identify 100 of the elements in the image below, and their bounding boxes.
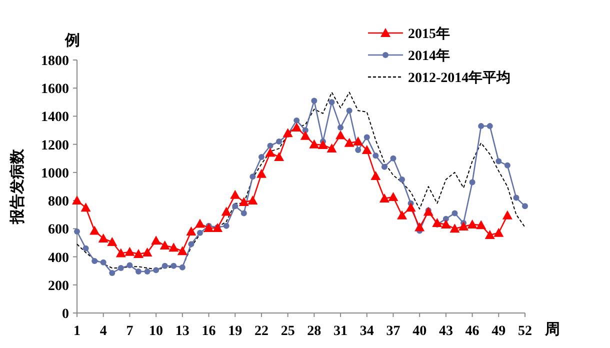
point [353, 136, 364, 146]
point [250, 174, 256, 180]
point [274, 152, 284, 161]
x-tick-label: 22 [254, 324, 268, 339]
point [142, 248, 152, 257]
point [107, 237, 118, 246]
point [162, 262, 168, 269]
point [116, 248, 126, 258]
point [258, 154, 264, 160]
point [450, 224, 460, 233]
x-tick-label: 19 [228, 324, 242, 339]
x-tick-label: 46 [465, 324, 480, 339]
text: 例 [64, 32, 80, 49]
point [300, 130, 310, 140]
point [362, 144, 372, 154]
x-tick-label: 10 [149, 324, 164, 339]
point [496, 158, 502, 164]
point [100, 259, 106, 266]
point [388, 192, 398, 202]
point [372, 152, 379, 159]
y-tick-label: 200 [48, 278, 69, 294]
point [248, 196, 258, 205]
y-tick-label: 1600 [41, 82, 69, 98]
point [486, 123, 493, 130]
point [328, 99, 335, 106]
point [170, 262, 177, 269]
point [292, 122, 302, 132]
point [153, 267, 160, 274]
x-tick-label: 31 [334, 324, 348, 339]
point [311, 98, 318, 104]
point [92, 258, 98, 264]
point [109, 270, 116, 276]
point [265, 148, 276, 157]
x-tick-label: 40 [412, 324, 427, 339]
point [513, 194, 520, 201]
point [379, 193, 390, 202]
point [294, 117, 300, 124]
y-tick-label: 400 [48, 250, 69, 266]
point [160, 240, 170, 250]
point [240, 210, 247, 216]
point [221, 206, 232, 216]
point [82, 245, 89, 252]
y-tick-label: 0 [62, 307, 69, 322]
point [502, 210, 512, 220]
point [355, 146, 362, 153]
x-tick-label: 25 [280, 324, 295, 339]
point [133, 248, 144, 258]
legend-label: 2012-2014年平均 [408, 70, 511, 86]
point [238, 196, 249, 206]
y-tick-label: 1200 [41, 138, 69, 154]
point [230, 190, 240, 199]
point [467, 219, 478, 228]
point [282, 128, 293, 138]
y-axis-title: 报告发病数 [9, 148, 26, 225]
x-tick-label: 37 [386, 324, 400, 339]
point [204, 222, 214, 232]
point [397, 210, 408, 220]
point [232, 203, 238, 210]
point [406, 202, 416, 212]
point [168, 242, 179, 252]
point [326, 144, 337, 153]
point [414, 222, 425, 232]
x-tick-label: 16 [202, 324, 216, 339]
x-tick-label: 13 [175, 324, 190, 339]
point [196, 230, 203, 236]
point [364, 134, 370, 140]
point [522, 203, 528, 210]
point [124, 246, 135, 256]
point [98, 234, 108, 243]
point [476, 220, 486, 230]
legend-label: 2014年 [408, 48, 450, 64]
point [440, 219, 451, 228]
point [276, 138, 282, 145]
point [194, 218, 205, 228]
x-tick-label: 52 [518, 324, 532, 339]
x-tick-label: 4 [100, 324, 107, 339]
point [256, 168, 266, 178]
point [118, 265, 124, 272]
x-tick-label: 49 [492, 324, 506, 339]
legend-label: 2015年 [408, 26, 450, 42]
point [338, 124, 344, 130]
point [135, 268, 142, 275]
point [458, 222, 469, 231]
x-tick-label: 43 [438, 324, 453, 339]
point [390, 155, 396, 162]
point [223, 222, 230, 229]
y-tick-label: 600 [48, 222, 69, 238]
point [399, 176, 406, 182]
text: 周 [544, 321, 560, 338]
x-tick-label: 34 [360, 324, 374, 339]
point [381, 164, 388, 170]
point [469, 179, 476, 186]
point [188, 241, 194, 248]
point [494, 228, 504, 237]
point [126, 262, 133, 268]
x-tick-label: 1 [74, 324, 80, 339]
point [267, 142, 274, 149]
point [144, 268, 150, 275]
y-tick-label: 1800 [41, 54, 69, 69]
point [504, 162, 510, 168]
